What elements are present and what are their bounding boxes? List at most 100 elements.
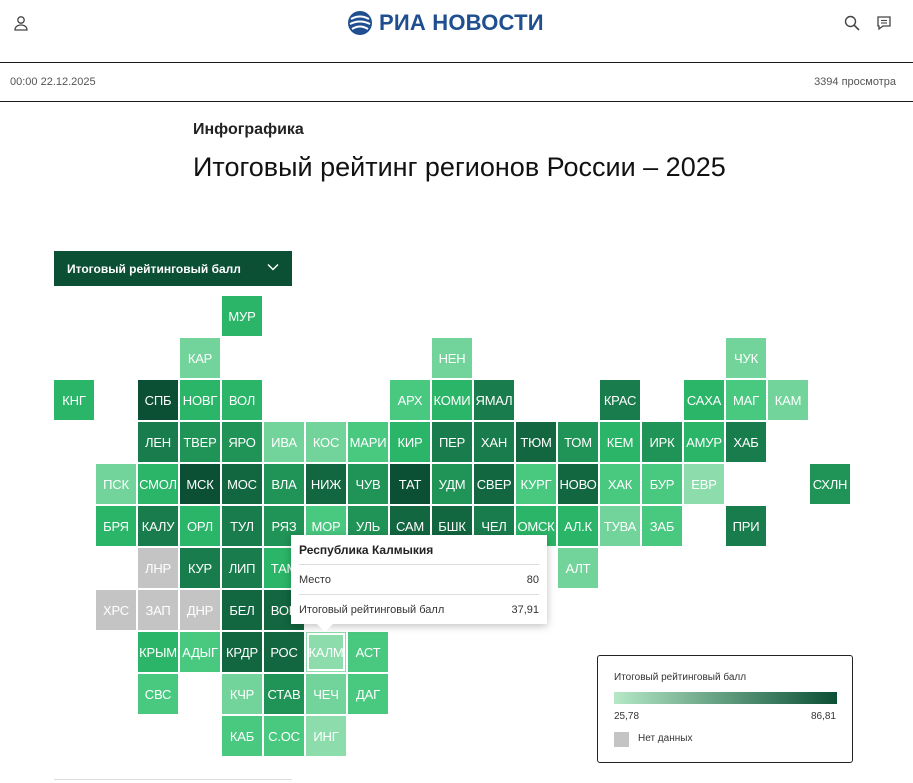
region-tile-схлн[interactable]: СХЛН [810, 464, 850, 504]
region-tile-коми[interactable]: КОМИ [432, 380, 472, 420]
comment-icon[interactable] [873, 12, 895, 34]
region-tile-тюм[interactable]: ТЮМ [516, 422, 556, 462]
search-icon[interactable] [841, 12, 863, 34]
region-tile-новг[interactable]: НОВГ [180, 380, 220, 420]
region-tile-свер[interactable]: СВЕР [474, 464, 514, 504]
region-tile-алт[interactable]: АЛТ [558, 548, 598, 588]
legend-min: 25,78 [614, 711, 640, 722]
region-tile-нен[interactable]: НЕН [432, 338, 472, 378]
legend-max: 86,81 [810, 711, 836, 722]
region-tile-яро[interactable]: ЯРО [222, 422, 262, 462]
tooltip-place-value: 80 [526, 574, 539, 586]
metric-dropdown[interactable]: Итоговый рейтинговый балл [54, 251, 292, 286]
region-tile-мур[interactable]: МУР [222, 296, 262, 336]
region-tile-пер[interactable]: ПЕР [432, 422, 472, 462]
site-header: РИА НОВОСТИ [0, 0, 913, 63]
region-tile-ряз[interactable]: РЯЗ [264, 506, 304, 546]
region-tile-кур[interactable]: КУР [180, 548, 220, 588]
region-tile-саха[interactable]: САХА [684, 380, 724, 420]
tooltip-row-score: Итоговый рейтинговый балл 37,91 [299, 594, 539, 623]
region-tile-тува[interactable]: ТУВА [600, 506, 640, 546]
region-tile-зап[interactable]: ЗАП [138, 590, 178, 630]
region-tile-днр[interactable]: ДНР [180, 590, 220, 630]
region-tile-ниж[interactable]: НИЖ [306, 464, 346, 504]
region-tile-кург[interactable]: КУРГ [516, 464, 556, 504]
chevron-down-icon [266, 260, 280, 277]
region-tile-чув[interactable]: ЧУВ [348, 464, 388, 504]
region-tile-каб[interactable]: КАБ [222, 716, 262, 756]
region-tile-чук[interactable]: ЧУК [726, 338, 766, 378]
region-tile-крас[interactable]: КРАС [600, 380, 640, 420]
region-tile-амур[interactable]: АМУР [684, 422, 724, 462]
region-tile-тат[interactable]: ТАТ [390, 464, 430, 504]
region-tile-спб[interactable]: СПБ [138, 380, 178, 420]
color-legend: Итоговый рейтинговый балл 25,78 86,81 Не… [597, 655, 853, 763]
region-tile-смол[interactable]: СМОЛ [138, 464, 178, 504]
region-tile-с-ос[interactable]: С.ОС [264, 716, 304, 756]
region-tile-калу[interactable]: КАЛУ [138, 506, 178, 546]
region-tile-крдр[interactable]: КРДР [222, 632, 262, 672]
region-tile-кам[interactable]: КАМ [768, 380, 808, 420]
region-tile-орл[interactable]: ОРЛ [180, 506, 220, 546]
region-tile-пск[interactable]: ПСК [96, 464, 136, 504]
region-tile-ива[interactable]: ИВА [264, 422, 304, 462]
region-tile-инг[interactable]: ИНГ [306, 716, 346, 756]
region-tile-хак[interactable]: ХАК [600, 464, 640, 504]
region-tile-став[interactable]: СТАВ [264, 674, 304, 714]
divider [54, 779, 292, 780]
region-tile-лен[interactable]: ЛЕН [138, 422, 178, 462]
region-tile-чеч[interactable]: ЧЕЧ [306, 674, 346, 714]
legend-gradient-bar [614, 692, 837, 704]
region-tile-при[interactable]: ПРИ [726, 506, 766, 546]
region-tile-мари[interactable]: МАРИ [348, 422, 388, 462]
region-tile-кир[interactable]: КИР [390, 422, 430, 462]
region-tile-хрс[interactable]: ХРС [96, 590, 136, 630]
region-tile-тул[interactable]: ТУЛ [222, 506, 262, 546]
region-tile-удм[interactable]: УДМ [432, 464, 472, 504]
metric-dropdown-label: Итоговый рейтинговый балл [67, 261, 241, 276]
region-tile-том[interactable]: ТОМ [558, 422, 598, 462]
region-tile-кос[interactable]: КОС [306, 422, 346, 462]
region-tile-аст[interactable]: АСТ [348, 632, 388, 672]
user-icon[interactable] [10, 12, 32, 34]
view-count: 3394 просмотра [814, 76, 896, 88]
region-tile-вла[interactable]: ВЛА [264, 464, 304, 504]
region-tile-кар[interactable]: КАР [180, 338, 220, 378]
tooltip-score-label: Итоговый рейтинговый балл [299, 604, 445, 616]
region-tile-ямал[interactable]: ЯМАЛ [474, 380, 514, 420]
article-kicker: Инфографика [193, 121, 304, 138]
region-tile-ново[interactable]: НОВО [558, 464, 598, 504]
region-tile-бур[interactable]: БУР [642, 464, 682, 504]
region-tile-кнг[interactable]: КНГ [54, 380, 94, 420]
region-tile-мск[interactable]: МСК [180, 464, 220, 504]
region-tile-адыг[interactable]: АДЫГ [180, 632, 220, 672]
region-tile-маг[interactable]: МАГ [726, 380, 766, 420]
region-tile-ирк[interactable]: ИРК [642, 422, 682, 462]
region-tile-заб[interactable]: ЗАБ [642, 506, 682, 546]
region-tile-арх[interactable]: АРХ [390, 380, 430, 420]
region-tile-свс[interactable]: СВС [138, 674, 178, 714]
region-tile-даг[interactable]: ДАГ [348, 674, 388, 714]
region-tile-кчр[interactable]: КЧР [222, 674, 262, 714]
brand-name: РИА НОВОСТИ [379, 10, 544, 35]
region-tile-твер[interactable]: ТВЕР [180, 422, 220, 462]
region-tile-хан[interactable]: ХАН [474, 422, 514, 462]
region-tile-кем[interactable]: КЕМ [600, 422, 640, 462]
region-tile-мос[interactable]: МОС [222, 464, 262, 504]
region-tile-ал-к[interactable]: АЛ.К [558, 506, 598, 546]
region-tile-лнр[interactable]: ЛНР [138, 548, 178, 588]
region-tile-вол[interactable]: ВОЛ [222, 380, 262, 420]
article-meta: 00:00 22.12.2025 3394 просмотра [0, 63, 913, 102]
region-tile-калм[interactable]: КАЛМ [306, 632, 346, 672]
region-tile-рос[interactable]: РОС [264, 632, 304, 672]
region-tile-бря[interactable]: БРЯ [96, 506, 136, 546]
legend-title: Итоговый рейтинговый балл [614, 672, 747, 683]
region-tile-бел[interactable]: БЕЛ [222, 590, 262, 630]
region-tile-евр[interactable]: ЕВР [684, 464, 724, 504]
region-tile-лип[interactable]: ЛИП [222, 548, 262, 588]
article-title: Итоговый рейтинг регионов России – 2025 [193, 152, 726, 182]
region-tile-хаб[interactable]: ХАБ [726, 422, 766, 462]
region-tooltip: Республика Калмыкия Место 80 Итоговый ре… [291, 535, 547, 632]
region-tile-крым[interactable]: КРЫМ [138, 632, 178, 672]
ria-logo[interactable]: РИА НОВОСТИ [347, 9, 544, 37]
